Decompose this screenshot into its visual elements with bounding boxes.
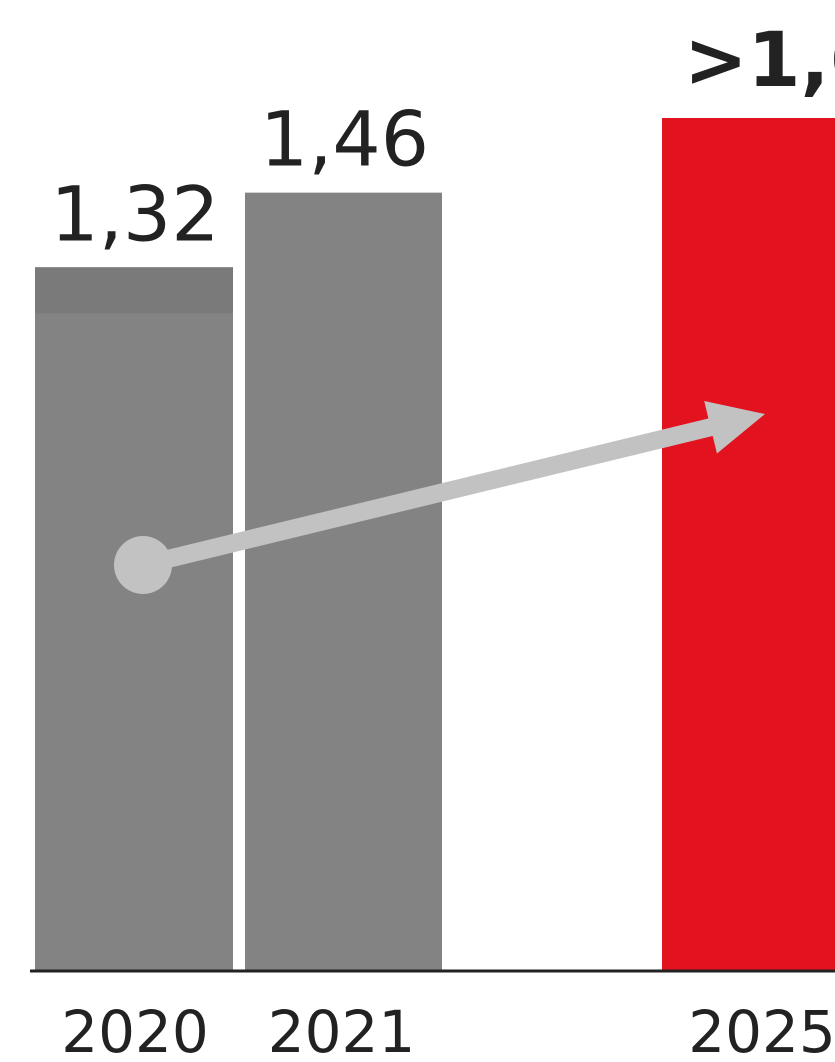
tick-label-2020: 2020	[61, 998, 209, 1062]
bar-2025	[662, 118, 835, 971]
trend-arrow-shaft	[140, 417, 717, 574]
trend-arrow-head	[704, 400, 765, 454]
bar-2021	[245, 192, 442, 971]
value-label-2020: 1,32	[50, 169, 219, 258]
bar-top-band-2020	[35, 267, 233, 314]
trend-arrow	[114, 400, 765, 594]
value-label-2025: >1,6	[684, 15, 835, 104]
bars-group	[35, 118, 835, 971]
labels-group: 1,32 2020 1,46 2021 >1,6 2025	[50, 15, 835, 1062]
tick-label-2021: 2021	[268, 998, 416, 1062]
value-label-2021: 1,46	[260, 95, 429, 184]
tick-label-2025: 2025	[688, 998, 835, 1062]
bar-2020	[35, 267, 233, 971]
